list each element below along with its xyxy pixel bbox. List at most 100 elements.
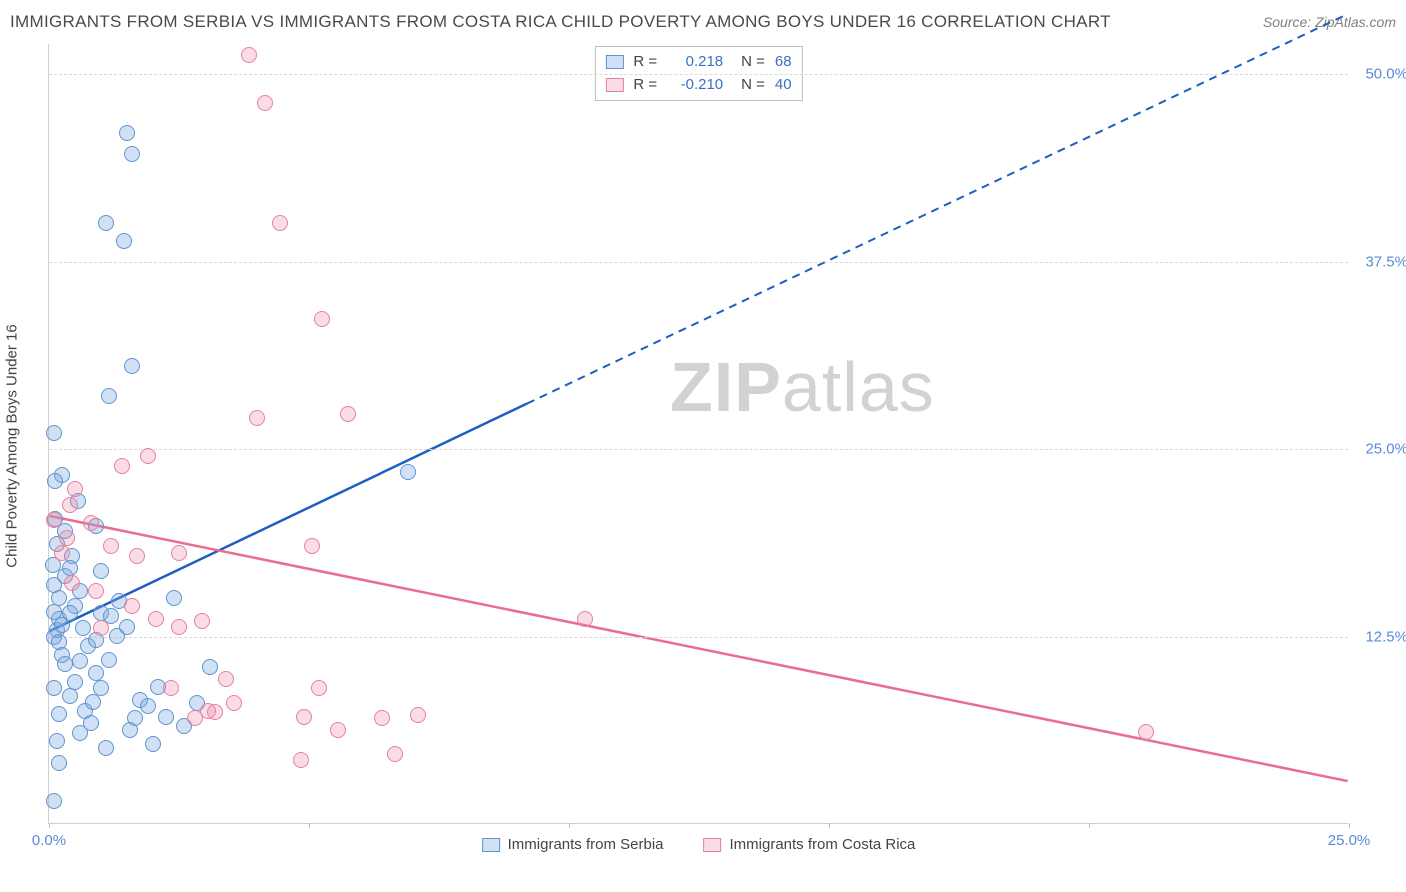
point-serbia: [101, 652, 117, 668]
point-serbia: [46, 680, 62, 696]
point-serbia: [145, 736, 161, 752]
watermark: ZIPatlas: [670, 347, 935, 427]
point-serbia: [116, 233, 132, 249]
point-serbia: [98, 740, 114, 756]
point-costa-rica: [200, 703, 216, 719]
swatch-b: [605, 78, 623, 92]
swatch-a: [482, 838, 500, 852]
point-serbia: [47, 473, 63, 489]
point-costa-rica: [103, 538, 119, 554]
point-serbia: [51, 755, 67, 771]
series-a-name: Immigrants from Serbia: [508, 836, 664, 853]
y-tick-label: 37.5%: [1365, 253, 1406, 270]
point-costa-rica: [387, 746, 403, 762]
point-serbia: [124, 146, 140, 162]
point-serbia: [62, 605, 78, 621]
x-tick-label-right: 25.0%: [1328, 832, 1371, 849]
point-costa-rica: [88, 583, 104, 599]
point-serbia: [46, 793, 62, 809]
point-costa-rica: [114, 458, 130, 474]
x-tick: [829, 823, 830, 828]
n-label: N =: [741, 51, 765, 74]
point-costa-rica: [194, 613, 210, 629]
point-serbia: [62, 560, 78, 576]
gridline-h: [49, 262, 1348, 263]
point-serbia: [51, 634, 67, 650]
gridline-h: [49, 449, 1348, 450]
point-costa-rica: [296, 709, 312, 725]
point-costa-rica: [1138, 724, 1154, 740]
r-value-a: 0.218: [667, 51, 723, 74]
swatch-b: [704, 838, 722, 852]
point-costa-rica: [64, 575, 80, 591]
y-tick-label: 12.5%: [1365, 628, 1406, 645]
point-serbia: [124, 358, 140, 374]
point-costa-rica: [293, 752, 309, 768]
point-costa-rica: [226, 695, 242, 711]
chart-header: IMMIGRANTS FROM SERBIA VS IMMIGRANTS FRO…: [10, 8, 1396, 36]
point-serbia: [140, 698, 156, 714]
y-tick-label: 50.0%: [1365, 66, 1406, 83]
point-costa-rica: [124, 598, 140, 614]
point-costa-rica: [83, 515, 99, 531]
point-serbia: [75, 620, 91, 636]
point-costa-rica: [129, 548, 145, 564]
x-tick: [1349, 823, 1350, 828]
point-costa-rica: [46, 512, 62, 528]
point-costa-rica: [249, 410, 265, 426]
n-label: N =: [741, 74, 765, 97]
point-serbia: [202, 659, 218, 675]
legend-row-a: R = 0.218 N = 68: [605, 51, 791, 74]
series-b-name: Immigrants from Costa Rica: [730, 836, 916, 853]
point-costa-rica: [93, 620, 109, 636]
gridline-h: [49, 637, 1348, 638]
point-costa-rica: [148, 611, 164, 627]
x-tick: [1089, 823, 1090, 828]
y-axis-label: Child Poverty Among Boys Under 16: [4, 324, 21, 567]
point-serbia: [83, 715, 99, 731]
legend-row-b: R = -0.210 N = 40: [605, 74, 791, 97]
n-value-b: 40: [775, 74, 792, 97]
legend-item-b: Immigrants from Costa Rica: [704, 836, 916, 853]
point-serbia: [57, 656, 73, 672]
y-tick-label: 25.0%: [1365, 441, 1406, 458]
n-value-a: 68: [775, 51, 792, 74]
point-serbia: [127, 710, 143, 726]
r-label: R =: [633, 74, 657, 97]
trendline-b: [49, 516, 1347, 781]
swatch-a: [605, 55, 623, 69]
point-serbia: [49, 733, 65, 749]
point-costa-rica: [171, 619, 187, 635]
source-attribution: Source: ZipAtlas.com: [1263, 14, 1396, 30]
point-costa-rica: [62, 497, 78, 513]
point-serbia: [101, 388, 117, 404]
r-value-b: -0.210: [667, 74, 723, 97]
point-costa-rica: [314, 311, 330, 327]
scatter-chart: ZIPatlas R = 0.218 N = 68 R = -0.210 N =…: [48, 44, 1348, 824]
point-costa-rica: [54, 545, 70, 561]
point-costa-rica: [374, 710, 390, 726]
point-serbia: [98, 215, 114, 231]
point-serbia: [72, 653, 88, 669]
x-tick: [49, 823, 50, 828]
point-costa-rica: [272, 215, 288, 231]
point-serbia: [51, 706, 67, 722]
watermark-bold: ZIP: [670, 348, 782, 426]
series-legend: Immigrants from Serbia Immigrants from C…: [482, 836, 916, 853]
point-costa-rica: [304, 538, 320, 554]
point-serbia: [400, 464, 416, 480]
point-serbia: [88, 665, 104, 681]
point-serbia: [46, 425, 62, 441]
point-costa-rica: [67, 481, 83, 497]
point-costa-rica: [577, 611, 593, 627]
point-costa-rica: [241, 47, 257, 63]
point-costa-rica: [311, 680, 327, 696]
x-tick: [309, 823, 310, 828]
point-serbia: [158, 709, 174, 725]
point-serbia: [119, 619, 135, 635]
point-serbia: [119, 125, 135, 141]
x-tick-label-left: 0.0%: [32, 832, 66, 849]
point-serbia: [166, 590, 182, 606]
trend-lines: [49, 44, 1348, 823]
x-tick: [569, 823, 570, 828]
